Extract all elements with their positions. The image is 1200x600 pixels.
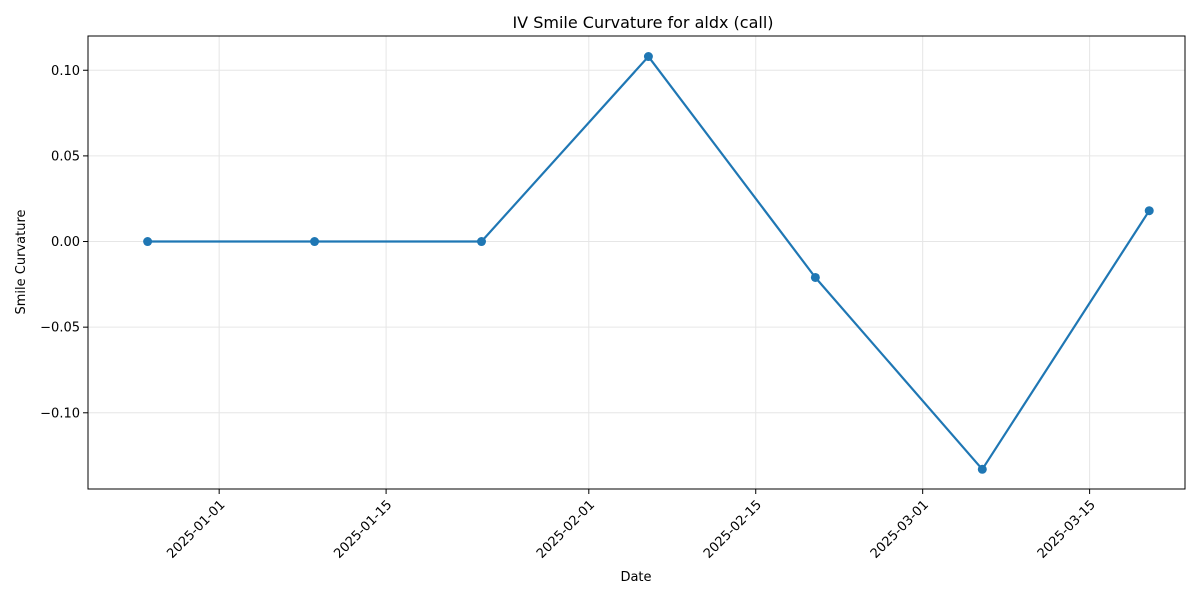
y-axis-label: Smile Curvature — [14, 210, 29, 315]
series-group — [143, 52, 1154, 474]
x-tick-label: 2025-03-15 — [1035, 498, 1099, 562]
y-tick-label: 0.10 — [51, 64, 80, 79]
data-point — [977, 464, 987, 474]
x-tick-label: 2025-02-15 — [701, 498, 765, 562]
data-point — [310, 237, 320, 247]
data-point — [476, 237, 486, 247]
chart-title: IV Smile Curvature for aldx (call) — [512, 13, 773, 32]
x-tick-label: 2025-02-01 — [534, 498, 598, 562]
x-tick-label: 2025-01-15 — [331, 498, 395, 562]
y-tick-label: 0.05 — [51, 149, 80, 164]
x-tick-label: 2025-01-01 — [164, 498, 228, 562]
grid-lines — [88, 36, 1185, 489]
data-point — [643, 52, 653, 62]
y-tick-label: −0.10 — [40, 406, 80, 421]
x-tick-label: 2025-03-01 — [868, 498, 932, 562]
y-tick-label: 0.00 — [51, 235, 80, 250]
series-line — [147, 55, 1151, 471]
x-axis-ticks: 2025-01-01 2025-01-15 2025-02-01 2025-02-15… — [164, 489, 1099, 562]
data-point — [810, 272, 820, 282]
y-tick-label: −0.05 — [40, 321, 80, 336]
data-point — [143, 237, 153, 247]
plot-area — [87, 35, 1186, 490]
x-axis-label: Date — [620, 570, 651, 585]
data-point — [1144, 206, 1154, 216]
y-axis-ticks: 0.10 0.05 0.00 −0.05 −0.10 — [40, 64, 88, 421]
